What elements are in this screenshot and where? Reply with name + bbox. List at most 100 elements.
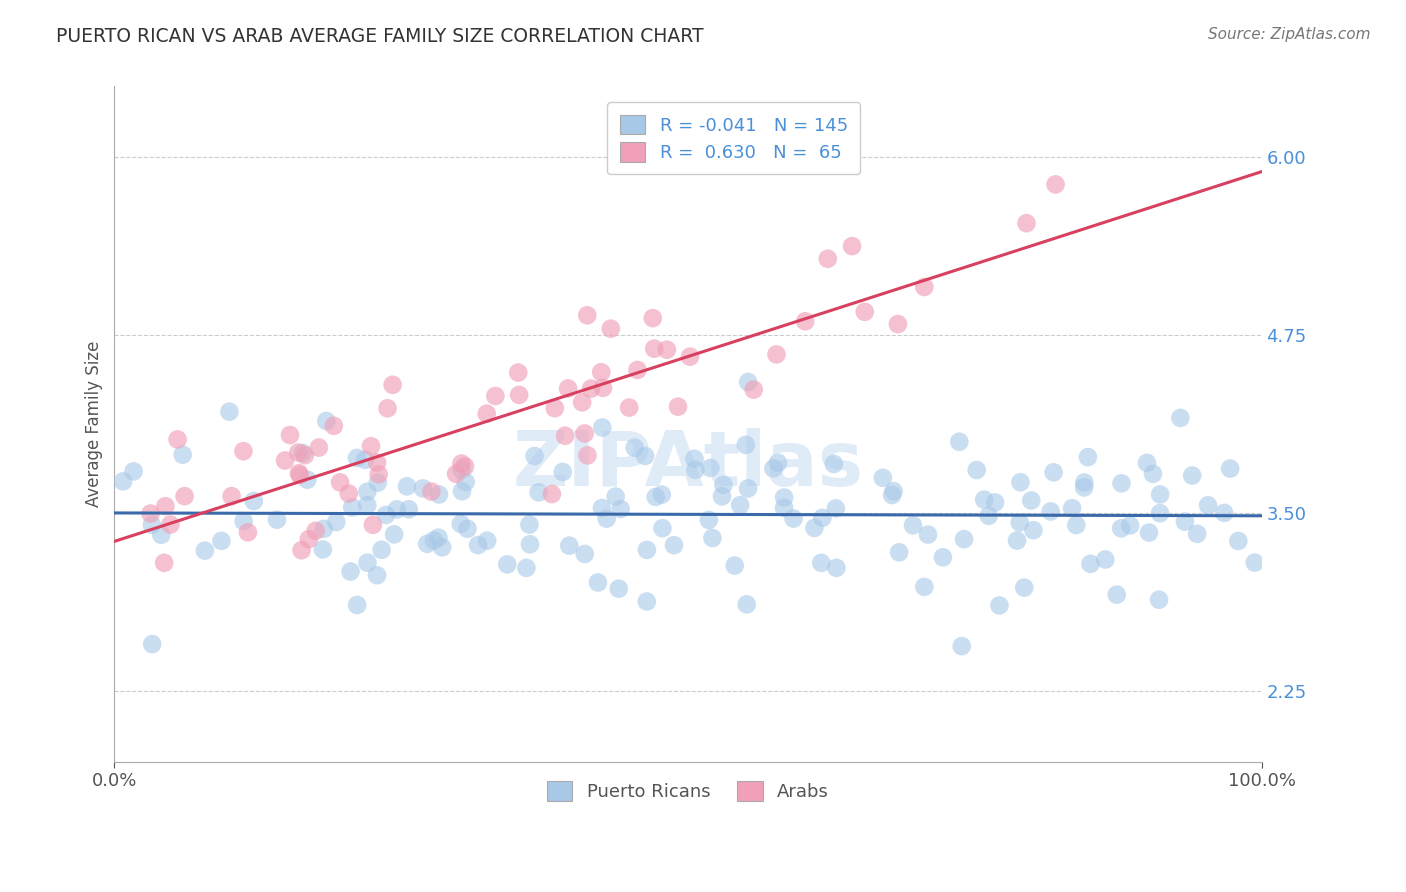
Point (823, 457, 845, 471)
Point (626, 363, 648, 377)
Point (322, 418, 344, 433)
Point (1045, 178, 1067, 192)
Point (1015, 216, 1038, 230)
Point (427, 487, 450, 501)
Point (1012, 581, 1035, 595)
Point (294, 448, 316, 462)
Point (287, 445, 309, 459)
Point (1005, 533, 1028, 548)
Point (1219, 461, 1241, 475)
Point (527, 485, 550, 500)
Point (416, 537, 439, 551)
Point (1149, 506, 1171, 520)
Point (141, 637, 163, 651)
Point (817, 252, 839, 266)
Point (679, 350, 702, 364)
Point (508, 366, 530, 380)
Point (641, 311, 664, 326)
Point (337, 486, 360, 500)
Point (683, 451, 706, 466)
Point (1022, 523, 1045, 537)
Point (644, 490, 666, 504)
Point (734, 438, 756, 452)
Point (232, 514, 254, 528)
Point (467, 538, 489, 552)
Point (737, 375, 759, 389)
Point (150, 528, 173, 542)
Point (977, 508, 1000, 523)
Point (655, 343, 678, 357)
Point (450, 463, 472, 477)
Point (173, 489, 195, 503)
Point (366, 456, 388, 470)
Point (450, 516, 472, 531)
Point (159, 517, 181, 532)
Point (346, 450, 368, 465)
Point (666, 400, 689, 414)
Point (456, 522, 478, 536)
Point (1111, 476, 1133, 491)
Point (634, 449, 657, 463)
Point (1147, 592, 1170, 607)
Point (312, 522, 335, 536)
Point (973, 492, 995, 507)
Point (599, 321, 621, 335)
Point (576, 449, 599, 463)
Point (737, 482, 759, 496)
Point (766, 456, 789, 470)
Point (370, 542, 392, 557)
Point (346, 598, 368, 612)
Point (1039, 504, 1062, 518)
Point (953, 532, 976, 546)
Point (1142, 467, 1164, 481)
Point (508, 388, 530, 402)
Point (356, 498, 378, 512)
Point (551, 465, 574, 479)
Point (221, 489, 243, 503)
Point (889, 545, 911, 559)
Point (883, 484, 905, 499)
Point (278, 428, 301, 442)
Point (617, 401, 640, 415)
Point (948, 434, 970, 449)
Point (605, 490, 627, 504)
Point (194, 543, 217, 558)
Point (1105, 588, 1128, 602)
Point (356, 484, 378, 499)
Point (451, 484, 474, 499)
Point (325, 515, 347, 529)
Point (366, 568, 388, 582)
Point (232, 444, 254, 458)
Point (912, 280, 935, 294)
Point (377, 401, 399, 416)
Point (427, 531, 450, 545)
Point (735, 598, 758, 612)
Point (651, 521, 673, 535)
Point (450, 457, 472, 471)
Point (932, 550, 955, 565)
Point (385, 502, 408, 516)
Point (1077, 450, 1099, 464)
Point (591, 365, 613, 379)
Point (141, 517, 163, 532)
Point (305, 524, 328, 538)
Point (360, 439, 382, 453)
Point (361, 517, 384, 532)
Point (591, 501, 613, 516)
Point (724, 558, 747, 573)
Point (824, 501, 846, 516)
Point (623, 441, 645, 455)
Text: Source: ZipAtlas.com: Source: ZipAtlas.com (1208, 27, 1371, 42)
Point (298, 532, 321, 546)
Point (586, 575, 609, 590)
Legend: Puerto Ricans, Arabs: Puerto Ricans, Arabs (534, 768, 842, 814)
Point (773, 500, 796, 515)
Point (710, 489, 733, 503)
Point (872, 471, 894, 485)
Point (966, 463, 988, 477)
Point (420, 484, 443, 499)
Point (523, 449, 546, 463)
Point (595, 511, 617, 525)
Point (496, 558, 519, 572)
Y-axis label: Average Family Size: Average Family Size (86, 341, 103, 508)
